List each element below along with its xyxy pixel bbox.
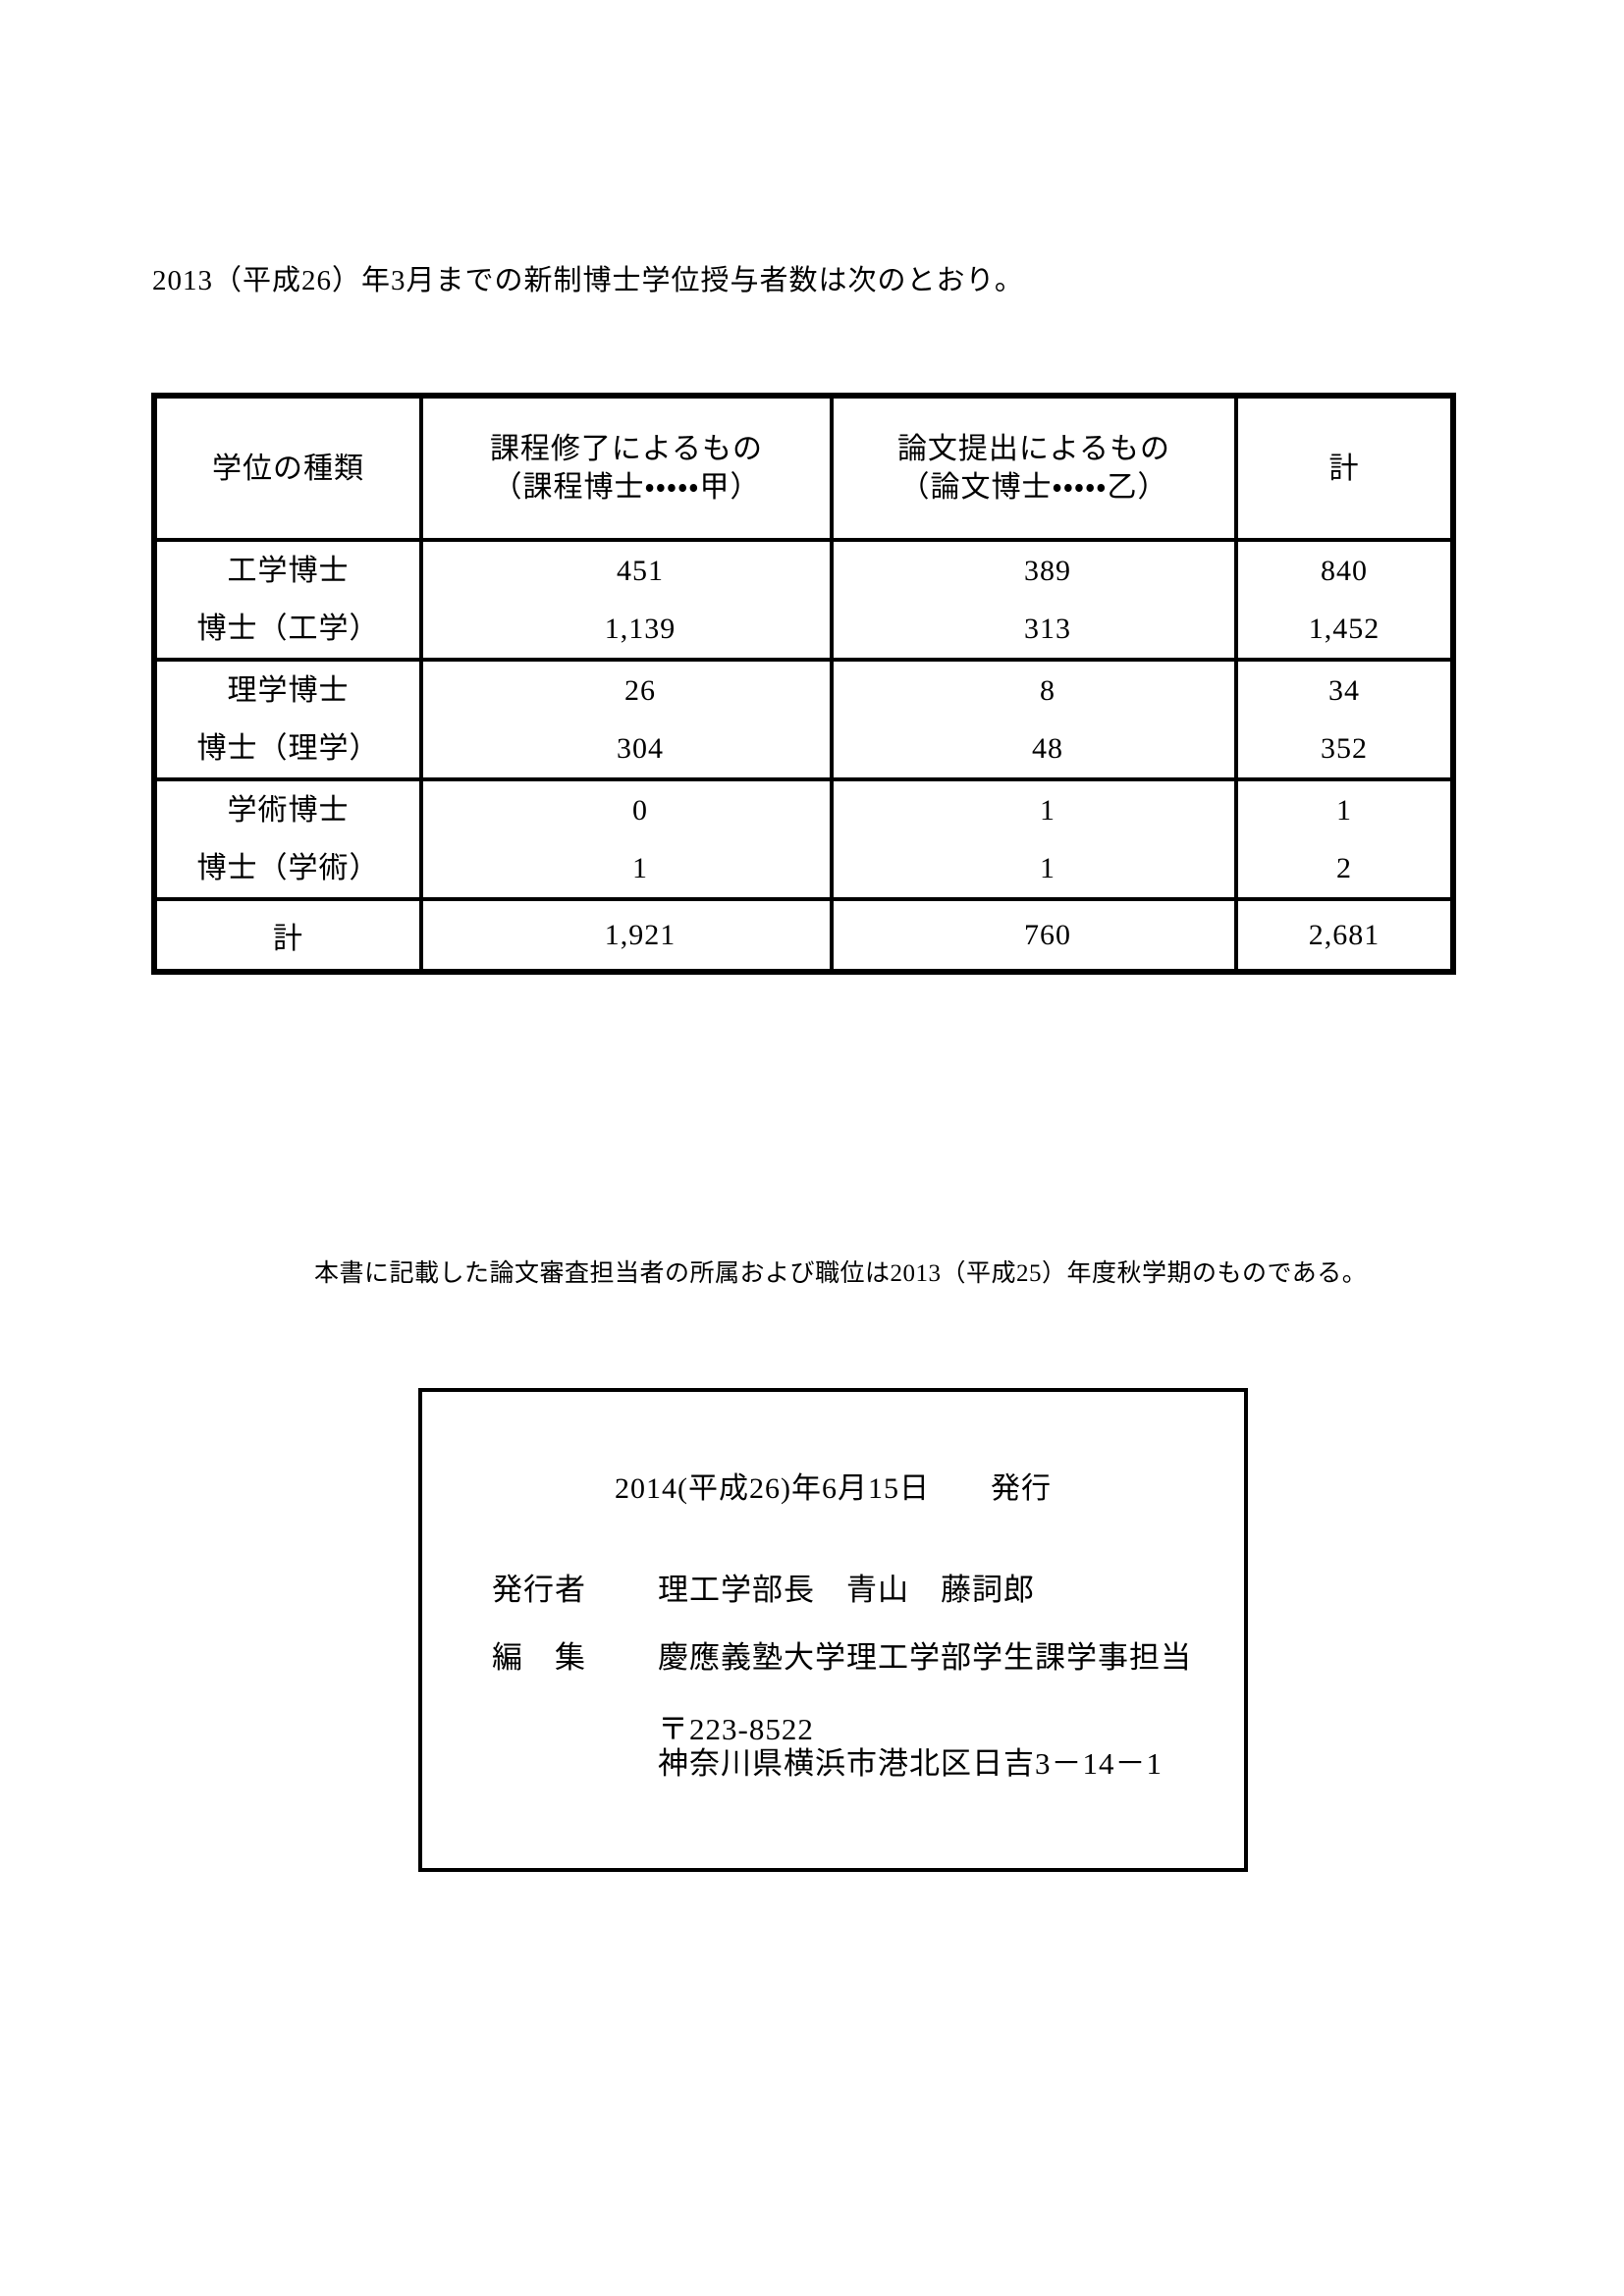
table-row-academic: 学術博士 博士（学術） 0 1 1 1 1 2 xyxy=(152,777,1455,901)
course-count-cell: 451 1,139 xyxy=(419,538,834,662)
degree-label-cell: 学術博士 博士（学術） xyxy=(152,777,423,901)
row-total-old: 34 xyxy=(1328,674,1360,707)
thesis-count-cell: 8 48 xyxy=(830,658,1238,781)
address-line: 神奈川県横浜市港北区日吉3－14－1 xyxy=(658,1746,1163,1781)
row-total-cell: 34 352 xyxy=(1234,658,1455,781)
degree-label-cell: 工学博士 博士（工学） xyxy=(152,538,423,662)
header-label: 学位の種類 xyxy=(212,452,364,485)
header-sublabel: （課程博士・・・・・甲） xyxy=(492,471,761,504)
editor-value: 慶應義塾大学理工学部学生課学事担当 xyxy=(658,1640,1192,1675)
row-total-old: 1 xyxy=(1336,794,1352,827)
row-total-cell: 840 1,452 xyxy=(1234,538,1455,662)
degree-new-label: 博士（工学） xyxy=(196,613,380,645)
editor-row: 編 集 慶應義塾大学理工学部学生課学事担当 xyxy=(492,1632,1192,1677)
header-label: 課程修了によるもの xyxy=(489,433,764,465)
intro-text: 2013（平成26）年3月までの新制博士学位授与者数は次のとおり。 xyxy=(152,265,1024,296)
row-total-old: 840 xyxy=(1321,555,1368,587)
publisher-value: 理工学部長 青山 藤詞郎 xyxy=(658,1573,1035,1607)
table-row-science: 理学博士 博士（理学） 26 304 8 48 34 352 xyxy=(152,658,1455,781)
thesis-count-cell: 389 313 xyxy=(830,538,1238,662)
thesis-count-new: 1 xyxy=(1040,852,1056,884)
row-total-new: 352 xyxy=(1321,732,1368,765)
header-label: 計 xyxy=(1328,452,1360,485)
col-header-course-completion: 課程修了によるもの （課程博士・・・・・甲） xyxy=(419,394,834,542)
row-total-new: 1,452 xyxy=(1308,613,1380,645)
col-header-thesis-submission: 論文提出によるもの （論文博士・・・・・乙） xyxy=(830,394,1238,542)
thesis-count-old: 1 xyxy=(1040,794,1056,827)
header-sublabel: （論文博士・・・・・乙） xyxy=(899,471,1168,504)
row-total-new: 2 xyxy=(1336,852,1352,884)
course-count-cell: 0 1 xyxy=(419,777,834,901)
total-grand-cell: 2,681 xyxy=(1234,897,1455,974)
course-count-old: 451 xyxy=(617,555,664,587)
thesis-count-old: 8 xyxy=(1040,674,1056,707)
thesis-count-new: 48 xyxy=(1032,732,1063,765)
course-count-new: 1,139 xyxy=(604,613,677,645)
table-total-row: 計 1,921 760 2,681 xyxy=(152,897,1455,974)
thesis-count-new: 313 xyxy=(1024,613,1071,645)
note-text: 本書に記載した論文審査担当者の所属および職位は2013（平成25）年度秋学期のも… xyxy=(314,1260,1368,1287)
course-count-cell: 26 304 xyxy=(419,658,834,781)
colophon-box: 2014(平成26)年6月15日 発行 発行者 理工学部長 青山 藤詞郎 編 集… xyxy=(418,1388,1248,1872)
degree-old-label: 工学博士 xyxy=(227,555,350,587)
degree-label-cell: 理学博士 博士（理学） xyxy=(152,658,423,781)
publisher-row: 発行者 理工学部長 青山 藤詞郎 xyxy=(492,1565,1035,1609)
postal-code: 〒223-8522 xyxy=(658,1712,814,1746)
degree-old-label: 理学博士 xyxy=(227,674,350,707)
row-total-cell: 1 2 xyxy=(1234,777,1455,901)
table-row-engineering: 工学博士 博士（工学） 451 1,139 389 313 840 1,452 xyxy=(152,538,1455,662)
table-header-row: 学位の種類 課程修了によるもの （課程博士・・・・・甲） 論文提出によるもの （… xyxy=(152,394,1455,542)
course-count-new: 304 xyxy=(617,732,664,765)
total-course-cell: 1,921 xyxy=(419,897,834,974)
total-thesis-cell: 760 xyxy=(830,897,1238,974)
thesis-count-cell: 1 1 xyxy=(830,777,1238,901)
degree-new-label: 博士（学術） xyxy=(196,852,380,884)
colophon-date-line: 2014(平成26)年6月15日 発行 xyxy=(615,1472,1052,1505)
degree-summary-table: 学位の種類 課程修了によるもの （課程博士・・・・・甲） 論文提出によるもの （… xyxy=(151,393,1456,975)
course-count-new: 1 xyxy=(632,852,648,884)
degree-old-label: 学術博士 xyxy=(227,794,350,827)
thesis-count-old: 389 xyxy=(1024,555,1071,587)
course-count-old: 0 xyxy=(632,794,648,827)
col-header-total: 計 xyxy=(1234,394,1455,542)
publisher-label: 発行者 xyxy=(492,1573,586,1607)
editor-label: 編 集 xyxy=(492,1640,586,1675)
total-label-cell: 計 xyxy=(152,897,423,974)
header-label: 論文提出によるもの xyxy=(896,433,1171,465)
degree-new-label: 博士（理学） xyxy=(196,732,380,765)
col-header-degree-type: 学位の種類 xyxy=(152,394,423,542)
course-count-old: 26 xyxy=(624,674,656,707)
